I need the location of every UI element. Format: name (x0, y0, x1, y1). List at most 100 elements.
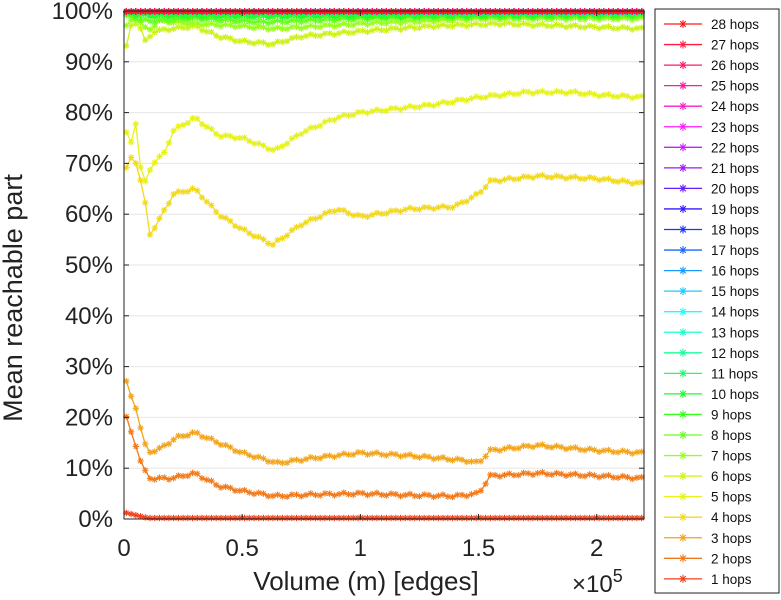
data-point (151, 159, 158, 166)
marker-stroke (170, 128, 177, 134)
marker-stroke (270, 493, 276, 499)
data-point (194, 470, 201, 477)
data-point (472, 93, 480, 100)
marker-stroke (222, 484, 229, 490)
data-point (156, 444, 163, 452)
data-point (217, 133, 225, 141)
marker-stroke (128, 139, 134, 145)
marker-stroke (133, 405, 139, 412)
data-point (373, 489, 381, 497)
data-point (264, 145, 272, 153)
data-point (345, 112, 352, 119)
marker-stroke (152, 159, 158, 166)
marker-stroke (459, 492, 465, 498)
data-point (420, 491, 428, 498)
marker-stroke (549, 472, 555, 478)
data-point (605, 446, 612, 454)
marker-stroke (360, 490, 366, 496)
data-point (501, 176, 508, 183)
marker-stroke (397, 106, 404, 113)
marker-stroke (511, 91, 517, 97)
marker-stroke (421, 453, 427, 459)
marker-stroke (374, 449, 380, 456)
data-point (208, 477, 215, 485)
marker-stroke (412, 493, 418, 499)
marker-stroke (520, 443, 527, 449)
marker-stroke (501, 91, 508, 98)
marker-stroke (237, 449, 243, 455)
data-point (283, 459, 291, 467)
marker-stroke (440, 454, 446, 460)
marker-stroke (137, 458, 144, 464)
marker-stroke (289, 227, 295, 233)
marker-stroke (520, 173, 527, 180)
marker-stroke (586, 90, 593, 96)
marker-stroke (449, 99, 456, 106)
data-point (402, 206, 409, 213)
data-point (170, 190, 177, 198)
data-point (562, 24, 570, 31)
marker-stroke (312, 216, 319, 222)
marker-stroke (416, 206, 423, 213)
data-point (364, 28, 371, 36)
data-point (160, 149, 168, 156)
marker-stroke (199, 434, 205, 440)
data-point (165, 440, 173, 448)
marker-stroke (511, 176, 517, 182)
marker-stroke (596, 449, 602, 455)
marker-stroke (331, 117, 338, 123)
marker-stroke (256, 454, 262, 460)
marker-stroke (227, 485, 234, 491)
data-point (600, 23, 608, 31)
marker-stroke (166, 441, 172, 447)
data-point (298, 130, 305, 138)
data-point (628, 180, 636, 187)
data-point (605, 175, 612, 182)
marker-stroke (133, 121, 139, 127)
marker-stroke (308, 216, 314, 222)
data-point (600, 472, 608, 480)
marker-stroke (563, 446, 569, 452)
data-point (425, 101, 433, 108)
marker-stroke (468, 194, 475, 201)
data-point (170, 127, 177, 134)
data-point (387, 207, 395, 215)
marker-stroke (435, 493, 442, 499)
marker-stroke (312, 124, 319, 130)
marker-stroke (605, 447, 612, 453)
data-point (553, 442, 560, 450)
data-point (628, 450, 636, 457)
marker-stroke (246, 489, 252, 496)
data-point (293, 491, 300, 498)
data-point (255, 140, 262, 147)
data-point (222, 33, 229, 41)
data-point (179, 188, 187, 196)
marker-stroke (407, 451, 413, 458)
marker-stroke (322, 490, 328, 497)
marker-stroke (572, 444, 579, 451)
marker-stroke (402, 452, 408, 459)
data-point (548, 471, 556, 478)
data-point (638, 473, 645, 481)
data-point (222, 441, 229, 449)
data-point (468, 491, 475, 498)
marker-stroke (284, 494, 290, 500)
marker-stroke (506, 444, 512, 450)
data-point (331, 31, 338, 38)
marker-stroke (478, 189, 484, 195)
data-point (364, 451, 371, 458)
marker-stroke (369, 108, 375, 115)
marker-stroke (350, 212, 356, 219)
data-point (581, 175, 589, 183)
data-point (562, 445, 570, 453)
data-point (581, 91, 589, 98)
marker-stroke (274, 492, 281, 498)
data-point (619, 177, 626, 184)
data-point (586, 22, 593, 29)
marker-stroke (459, 457, 465, 463)
data-point (293, 132, 300, 139)
data-point (331, 453, 338, 461)
data-point (307, 31, 314, 38)
data-point (586, 445, 593, 452)
data-point (397, 492, 404, 500)
